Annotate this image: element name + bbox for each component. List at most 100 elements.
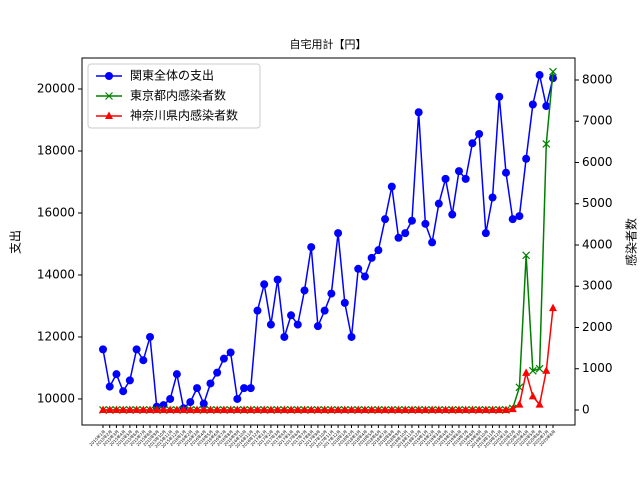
marker bbox=[535, 364, 544, 373]
marker bbox=[313, 405, 322, 413]
marker bbox=[441, 405, 450, 413]
marker bbox=[394, 405, 403, 413]
marker bbox=[105, 72, 113, 80]
marker bbox=[374, 405, 383, 413]
marker bbox=[253, 405, 262, 413]
marker bbox=[105, 92, 113, 100]
marker bbox=[360, 272, 369, 281]
y-tick-label: 18000 bbox=[37, 143, 75, 157]
marker bbox=[99, 345, 107, 354]
y2-tick-label: 6000 bbox=[582, 155, 613, 169]
marker bbox=[522, 154, 531, 163]
marker bbox=[428, 238, 437, 247]
marker bbox=[213, 368, 222, 377]
marker bbox=[287, 311, 296, 320]
legend-label: 神奈川県内感染者数 bbox=[130, 108, 238, 123]
marker bbox=[528, 366, 537, 375]
marker bbox=[166, 405, 175, 413]
marker bbox=[233, 405, 242, 413]
marker bbox=[414, 405, 423, 413]
marker bbox=[481, 229, 490, 238]
y-tick-label: 12000 bbox=[37, 329, 75, 343]
marker bbox=[119, 405, 128, 413]
marker bbox=[334, 229, 343, 238]
legend-label: 関東全体の支出 bbox=[130, 68, 214, 83]
marker bbox=[508, 215, 517, 224]
marker bbox=[381, 215, 390, 224]
y2-axis-label: 感染者数 bbox=[624, 218, 639, 266]
marker bbox=[219, 405, 228, 413]
marker bbox=[515, 383, 524, 392]
y2-tick-label: 8000 bbox=[582, 72, 613, 86]
marker bbox=[542, 102, 551, 111]
marker bbox=[206, 405, 215, 413]
marker bbox=[488, 405, 497, 413]
marker bbox=[542, 366, 551, 374]
marker bbox=[240, 384, 249, 393]
marker bbox=[421, 405, 430, 413]
marker bbox=[233, 394, 242, 403]
marker bbox=[394, 233, 403, 242]
marker bbox=[213, 405, 222, 413]
marker bbox=[360, 405, 369, 413]
marker bbox=[340, 405, 349, 413]
marker bbox=[401, 229, 410, 238]
marker bbox=[99, 405, 107, 413]
marker bbox=[166, 394, 175, 403]
marker bbox=[434, 405, 443, 413]
marker bbox=[125, 376, 134, 385]
marker bbox=[193, 405, 202, 413]
marker bbox=[293, 405, 302, 413]
marker bbox=[307, 405, 316, 413]
marker bbox=[515, 212, 524, 221]
marker bbox=[475, 405, 484, 413]
marker bbox=[374, 246, 383, 255]
marker bbox=[481, 405, 490, 413]
y2-tick-label: 2000 bbox=[582, 320, 613, 334]
y-tick-label: 20000 bbox=[37, 81, 75, 95]
marker bbox=[287, 405, 296, 413]
y-axis-label: 支出 bbox=[9, 230, 23, 254]
marker bbox=[387, 182, 396, 191]
marker bbox=[139, 356, 148, 365]
marker bbox=[125, 405, 134, 413]
marker bbox=[428, 405, 437, 413]
marker bbox=[542, 139, 551, 148]
y-tick-label: 10000 bbox=[37, 391, 75, 405]
marker bbox=[246, 384, 255, 393]
marker bbox=[461, 405, 470, 413]
marker bbox=[132, 405, 141, 413]
marker bbox=[146, 405, 155, 413]
marker bbox=[381, 405, 390, 413]
marker bbox=[273, 275, 282, 284]
y2-tick-label: 3000 bbox=[582, 279, 613, 293]
marker bbox=[199, 405, 208, 413]
marker bbox=[334, 405, 343, 413]
marker bbox=[179, 405, 188, 413]
chart-title: 自宅用計【円】 bbox=[290, 37, 367, 51]
marker bbox=[300, 286, 309, 295]
marker bbox=[112, 370, 121, 379]
marker bbox=[146, 332, 155, 341]
marker bbox=[246, 405, 255, 413]
marker bbox=[260, 280, 269, 289]
marker bbox=[468, 405, 477, 413]
y2-tick-label: 7000 bbox=[582, 114, 613, 128]
marker bbox=[535, 400, 544, 408]
y-tick-label: 16000 bbox=[37, 205, 75, 219]
marker bbox=[354, 405, 363, 413]
marker bbox=[515, 400, 524, 408]
marker bbox=[266, 320, 275, 329]
marker bbox=[522, 368, 531, 376]
marker bbox=[448, 405, 457, 413]
marker bbox=[240, 405, 249, 413]
marker bbox=[159, 405, 168, 413]
marker bbox=[280, 332, 289, 341]
marker bbox=[327, 289, 336, 298]
y2-tick-label: 5000 bbox=[582, 196, 613, 210]
y2-tick-label: 1000 bbox=[582, 361, 613, 375]
marker bbox=[488, 193, 497, 202]
marker bbox=[535, 71, 544, 80]
marker bbox=[105, 382, 114, 391]
